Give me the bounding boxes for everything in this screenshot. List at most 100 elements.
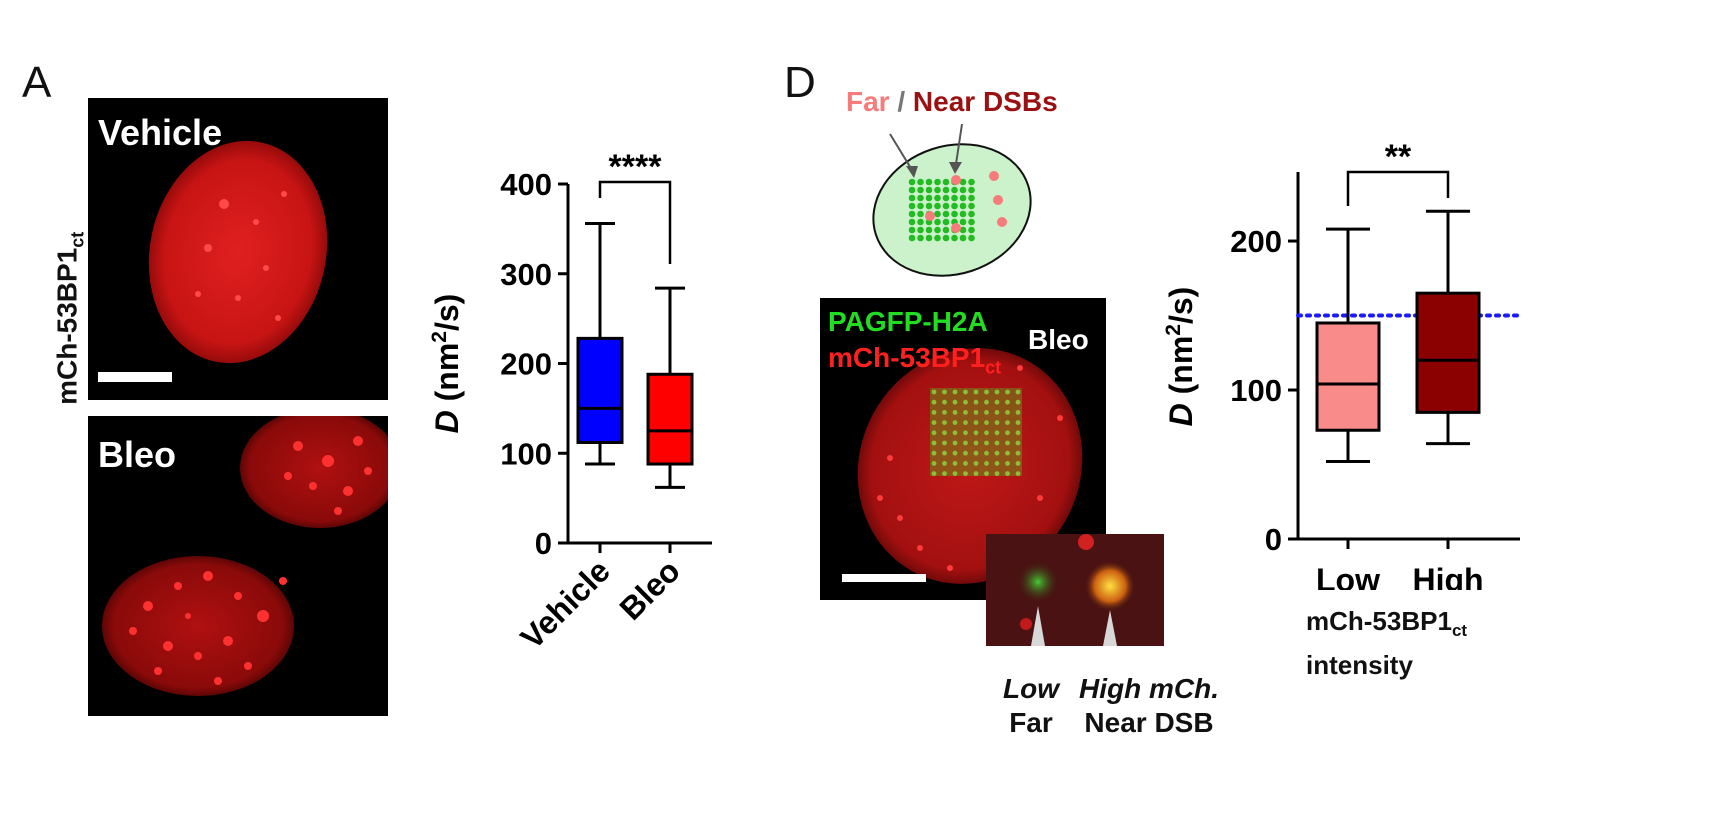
schematic-grid-dot [908, 218, 916, 226]
image-grid-dot [942, 471, 947, 476]
significance-bracket [598, 180, 672, 264]
image-grid-dot [963, 461, 968, 466]
image-grid-dot [1015, 450, 1021, 456]
schematic-grid-dot [917, 186, 924, 194]
image-grid-dot [942, 410, 947, 415]
schematic-grid-dot [934, 186, 941, 194]
significance-stars: ** [1385, 138, 1412, 176]
schematic-grid-dot [925, 226, 933, 234]
image-grid-dot [963, 399, 968, 405]
schematic-grid-dot [959, 194, 967, 202]
image-grid-dot [931, 420, 937, 425]
schematic-grid-dot [925, 202, 933, 210]
schematic-grid-dot [942, 178, 950, 186]
image-grid-dot [952, 471, 958, 476]
image-grid-dot [931, 471, 937, 476]
image-grid-dot [1015, 420, 1021, 425]
pagfp-mch-nucleus-image [842, 348, 1083, 584]
row-label-main: mCh-53BP1 [51, 247, 83, 405]
x-tick-label: Vehicle [514, 552, 617, 655]
image-grid-dot [984, 399, 989, 405]
schematic-grid-dot [934, 226, 941, 234]
schematic-grid-dot [942, 234, 950, 242]
xlabel-main: mCh-53BP1 [1306, 606, 1452, 636]
image-grid-dot [1015, 471, 1021, 476]
box-bleo [646, 372, 694, 466]
schematic-grid-dot [951, 234, 958, 242]
schematic-grid-dot [951, 202, 958, 210]
schematic-grid-dot [968, 186, 975, 194]
bleo-image-label: Bleo [98, 434, 177, 475]
schematic-grid-dot [968, 210, 975, 218]
image-grid-dot [1015, 440, 1021, 446]
y-tick-label: 0 [535, 526, 552, 561]
image-grid-dot [952, 461, 958, 466]
schematic-nucleus-diagram [872, 124, 1032, 277]
y-axis-label: D (nm2/s) [1162, 287, 1199, 427]
row-label-sub: ct [67, 231, 88, 248]
schematic-grid-dot [908, 234, 916, 242]
schematic-far-label: Far [846, 86, 890, 117]
image-grid-dot [952, 450, 958, 456]
y-tick-label: 0 [1265, 522, 1282, 557]
schematic-grid-dot [908, 226, 916, 234]
schematic-grid-dot [942, 218, 950, 226]
caption-high-italic: High mCh. [1079, 673, 1219, 704]
image-grid-dot [984, 410, 989, 415]
image-grid-dot [942, 399, 947, 405]
xlabel-line2: intensity [1306, 650, 1413, 681]
vehicle-nucleus-image [98, 140, 328, 382]
box-high [1415, 291, 1481, 414]
image-grid-dot [994, 430, 1000, 436]
schematic-grid-dot [934, 202, 941, 210]
image-grid-dot [942, 389, 947, 395]
image-grid-dot [963, 450, 968, 456]
y-tick-label: 200 [1230, 224, 1282, 259]
y-tick-label: 400 [500, 167, 552, 202]
y-axis-label: D (nm2/s) [428, 294, 465, 434]
image-grid-dot [942, 461, 947, 466]
image-grid-dot [942, 450, 947, 456]
image-grid-dot [984, 420, 989, 425]
schematic-grid-dot [968, 194, 975, 202]
schematic-grid-dot [959, 218, 967, 226]
image-grid-dot [1005, 471, 1010, 476]
schematic-legend: Far / Near DSBs [846, 86, 1058, 118]
schematic-grid-dot [968, 218, 975, 226]
image-grid-dot [963, 420, 968, 425]
image-grid-dot [931, 461, 937, 466]
caption-low-plain: Far [1009, 707, 1053, 738]
image-grid-dot [973, 440, 979, 446]
inset-micrograph [986, 534, 1164, 646]
legend-mch-sub: ct [985, 357, 1002, 378]
image-grid-dot [931, 430, 937, 436]
image-grid-dot [963, 389, 968, 395]
y-tick-label: 100 [500, 436, 552, 471]
image-grid-dot [963, 440, 968, 446]
caption-high-plain: Near DSB [1084, 707, 1214, 738]
image-grid-dot [984, 461, 989, 466]
row-label-mch-53bp1: mCh-53BP1ct [52, 188, 89, 448]
schematic-grid-dot [917, 202, 924, 210]
image-grid-dot [963, 410, 968, 415]
image-grid-dot [1015, 389, 1021, 395]
schematic-near-label: Near DSBs [912, 86, 1058, 117]
schematic-grid-dot [917, 178, 924, 186]
image-grid-dot [973, 410, 979, 415]
legend-mch-53bp1: mCh-53BP1ct [828, 342, 1001, 379]
schematic-grid-dot [934, 178, 941, 186]
image-grid-dot [1015, 410, 1021, 415]
schematic-grid-dot [908, 186, 916, 194]
schematic-grid-dot [934, 218, 941, 226]
image-grid-dot [952, 410, 958, 415]
image-grid-dot [984, 389, 989, 395]
bleo-nuclei-image [102, 416, 388, 696]
image-grid-dot [931, 389, 937, 395]
image-grid-dot [1005, 399, 1010, 405]
image-grid-dot [952, 389, 958, 395]
schematic-grid-dot [934, 210, 941, 218]
vehicle-micrograph: Vehicle [88, 98, 388, 400]
legend-mch-main: mCh-53BP1 [828, 342, 986, 373]
x-tick-label: Low [1316, 562, 1380, 590]
